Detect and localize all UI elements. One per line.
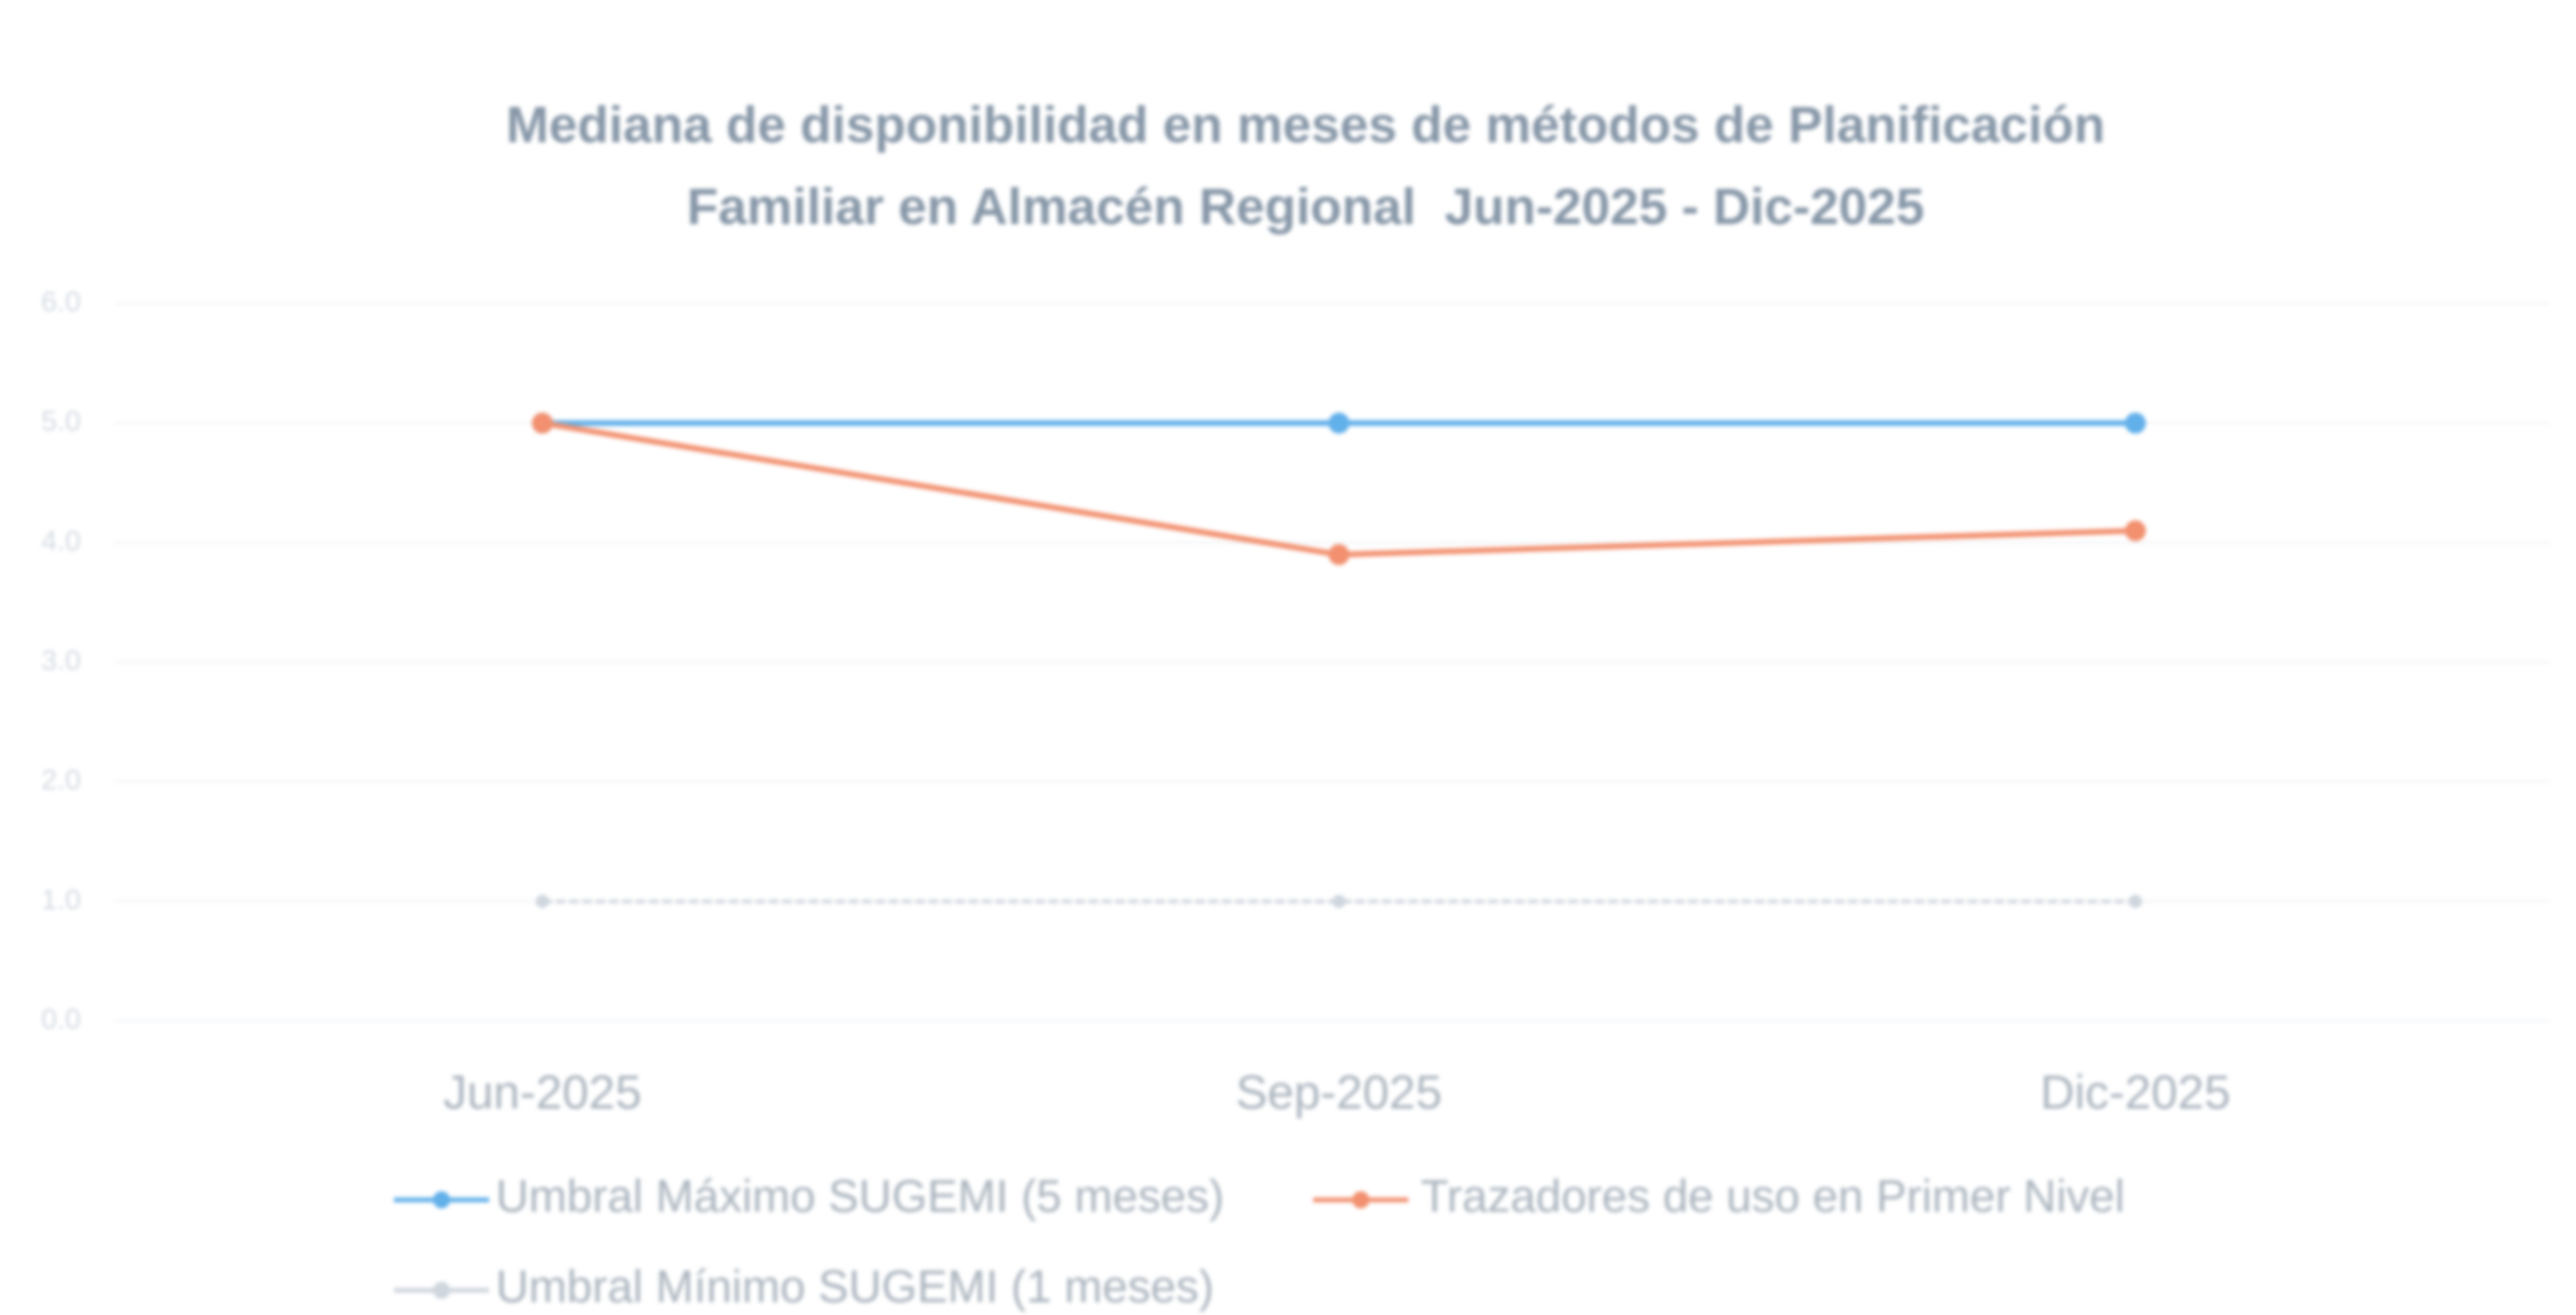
x-tick-label: Dic-2025	[2040, 1066, 2231, 1119]
x-tick-label: Jun-2025	[443, 1066, 642, 1119]
y-tick-label: 0.0	[41, 1004, 81, 1035]
legend-marker	[433, 1191, 450, 1208]
y-tick-label: 5.0	[41, 406, 81, 438]
legend-marker	[1352, 1191, 1369, 1208]
series-marker	[2125, 520, 2146, 541]
y-tick-label: 4.0	[41, 525, 81, 557]
series-marker	[536, 894, 549, 909]
y-tick-label: 3.0	[41, 645, 81, 677]
legend-marker	[433, 1282, 450, 1299]
y-tick-label: 1.0	[41, 884, 81, 915]
series-marker	[1328, 543, 1349, 565]
legend-label: Trazadores de uso en Primer Nivel	[1421, 1172, 2125, 1223]
chart-title: Familiar en Almacén Regional Jun-2025 - …	[687, 178, 1924, 235]
series-marker	[2129, 894, 2142, 909]
series-marker	[1332, 894, 1346, 909]
series-marker	[532, 412, 553, 434]
y-tick-label: 2.0	[41, 765, 81, 796]
chart-title: Mediana de disponibilidad en meses de mé…	[506, 96, 2105, 153]
series-marker	[1328, 412, 1349, 434]
y-tick-label: 6.0	[41, 286, 81, 318]
series-marker	[2125, 412, 2146, 434]
x-tick-label: Sep-2025	[1236, 1066, 1443, 1119]
legend-label: Umbral Máximo SUGEMI (5 meses)	[496, 1172, 1224, 1223]
series-line	[541, 420, 2136, 558]
legend-label: Umbral Mínimo SUGEMI (1 meses)	[496, 1263, 1214, 1313]
